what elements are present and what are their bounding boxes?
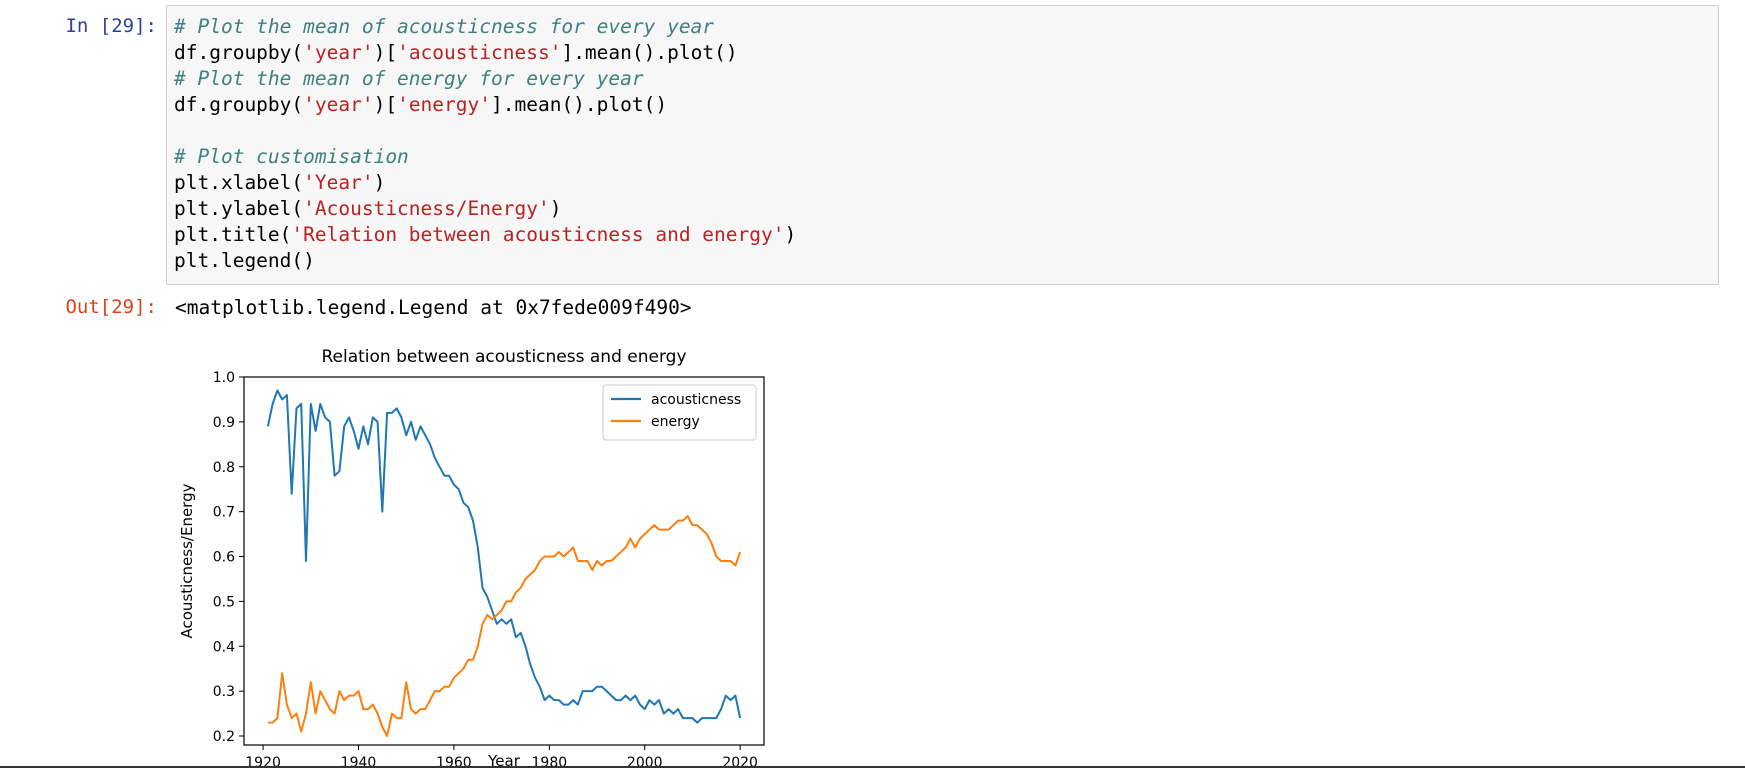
legend-label-energy: energy bbox=[651, 414, 700, 430]
code-string: 'energy' bbox=[397, 93, 491, 116]
code-token: ].mean().plot() bbox=[561, 41, 738, 64]
output-text: <matplotlib.legend.Legend at 0x7fede009f… bbox=[175, 296, 692, 319]
y-tick-label: 0.9 bbox=[213, 415, 235, 431]
code-line: # Plot the mean of energy for every year bbox=[174, 66, 1718, 92]
y-tick-label: 0.7 bbox=[213, 505, 235, 521]
y-tick-label: 0.6 bbox=[213, 550, 235, 566]
code-comment: # Plot customisation bbox=[174, 145, 409, 168]
code-token: plt.xlabel( bbox=[174, 171, 304, 194]
y-tick-label: 0.2 bbox=[213, 729, 235, 745]
bottom-divider bbox=[0, 766, 1745, 768]
series-line-acousticness bbox=[266, 389, 742, 724]
code-token: plt.title( bbox=[174, 223, 292, 246]
code-string: 'acousticness' bbox=[397, 41, 562, 64]
code-line: df.groupby('year')['energy'].mean().plot… bbox=[174, 92, 1718, 118]
code-token: plt.legend() bbox=[174, 249, 315, 272]
code-string: 'Acousticness/Energy' bbox=[303, 197, 550, 220]
y-tick-label: 0.4 bbox=[213, 639, 235, 655]
code-cell-editor[interactable]: # Plot the mean of acousticness for ever… bbox=[166, 5, 1719, 285]
code-token: plt.ylabel( bbox=[174, 197, 304, 220]
y-axis-label: Acousticness/Energy bbox=[178, 483, 196, 638]
series-line-energy bbox=[267, 515, 742, 737]
legend-box bbox=[602, 384, 757, 441]
chart-title: Relation between acousticness and energy bbox=[321, 347, 686, 367]
code-token: df.groupby( bbox=[174, 93, 304, 116]
code-string: 'year' bbox=[303, 41, 374, 64]
y-tick-label: 0.8 bbox=[213, 460, 235, 476]
code-token: )[ bbox=[373, 93, 398, 116]
y-tick-label: 0.5 bbox=[213, 594, 235, 610]
code-line: # Plot the mean of acousticness for ever… bbox=[174, 14, 1718, 40]
code-line: plt.ylabel('Acousticness/Energy') bbox=[174, 196, 1718, 222]
x-axis-label: Year bbox=[487, 752, 521, 768]
line-chart: Relation between acousticness and energy… bbox=[178, 347, 765, 771]
code-line: # Plot customisation bbox=[174, 144, 1718, 170]
code-token: )[ bbox=[373, 41, 398, 64]
legend-label-acousticness: acousticness bbox=[651, 392, 741, 408]
chart-legend: acousticness energy bbox=[602, 384, 757, 441]
code-string: 'Relation between acousticness and energ… bbox=[291, 223, 785, 246]
code-comment: # Plot the mean of energy for every year bbox=[174, 67, 644, 90]
code-token: ].mean().plot() bbox=[491, 93, 668, 116]
code-token: ) bbox=[784, 223, 797, 246]
code-line: plt.legend() bbox=[174, 248, 1718, 274]
code-token: df.groupby( bbox=[174, 41, 304, 64]
code-string: 'year' bbox=[303, 93, 374, 116]
code-token: ) bbox=[549, 197, 562, 220]
code-line: plt.title('Relation between acousticness… bbox=[174, 222, 1718, 248]
plot-frame bbox=[243, 376, 765, 746]
code-line: plt.xlabel('Year') bbox=[174, 170, 1718, 196]
code-comment: # Plot the mean of acousticness for ever… bbox=[174, 15, 715, 38]
y-tick-label: 1.0 bbox=[213, 370, 235, 386]
output-prompt: Out[29]: bbox=[65, 296, 157, 318]
code-string: 'Year' bbox=[303, 171, 374, 194]
y-tick-label: 0.3 bbox=[213, 684, 235, 700]
code-line: df.groupby('year')['acousticness'].mean(… bbox=[174, 40, 1718, 66]
input-prompt: In [29]: bbox=[65, 15, 157, 37]
code-line bbox=[174, 118, 1718, 144]
chart-output: Relation between acousticness and energy… bbox=[166, 340, 786, 771]
code-token: ) bbox=[373, 171, 386, 194]
